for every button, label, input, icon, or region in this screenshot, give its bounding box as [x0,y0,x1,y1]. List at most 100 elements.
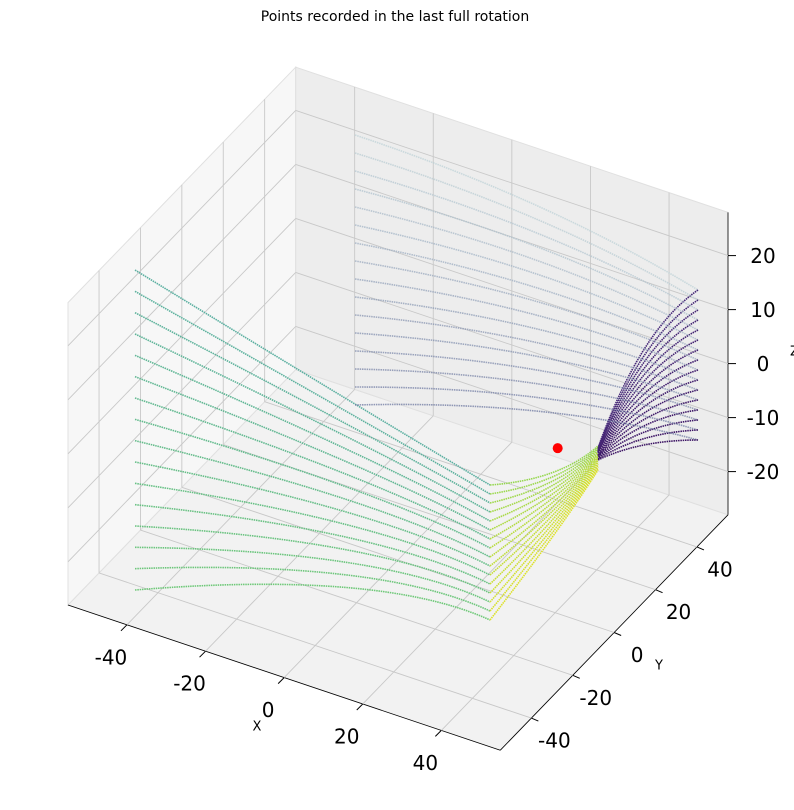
z-tick-label: -20 [747,460,780,484]
trajectory-curve [354,206,699,331]
x-tick-label: 0 [262,698,275,722]
trajectory-curve [134,375,491,531]
tick-mark [277,677,285,684]
grid-line [67,326,297,563]
trajectory-curve [354,170,699,311]
trajectory-curve [354,314,699,391]
trajectory-curve [134,461,491,567]
trajectory-curve [489,450,599,513]
trajectory-curve [489,464,599,594]
z-axis-label: Z [790,345,794,360]
y-tick-label: -20 [579,686,612,710]
trajectory-curve [134,566,491,612]
y-axis-label: Y [654,659,663,674]
trajectory-curve [354,296,699,381]
trajectory-curve [489,458,599,558]
tick-mark [655,589,663,594]
trajectory-curve [489,453,599,531]
trajectory-curve [134,546,491,603]
trajectory-curve [489,445,599,486]
trajectory-curve [354,152,699,301]
trajectory-curve [134,311,491,504]
tick-mark [199,650,206,658]
trajectory-curve [134,583,491,621]
tick-mark [356,703,364,711]
marks [552,443,563,454]
trajectory-curve [597,399,699,458]
trajectory-curve [597,339,699,453]
z-tick-label: 10 [750,298,775,322]
trajectory-curve [489,469,599,621]
trajectory-curve [597,379,699,456]
trajectory-curve [597,369,699,455]
tick-mark [434,730,442,737]
trajectory-curve [489,459,599,567]
trajectory-curve [597,439,699,461]
trajectory-curve [489,447,599,495]
trajectory-curve [134,525,491,594]
z-tick-label: 0 [757,352,770,376]
trajectory-curve [597,309,699,450]
trajectory-curve [489,461,599,576]
trajectory-curve [597,349,699,454]
x-tick-label: -40 [95,645,128,669]
y-tick-label: -40 [538,729,571,753]
grid-line [67,272,297,509]
grid-line [98,572,532,719]
curves [134,134,699,621]
trajectory-curve [354,242,699,351]
trajectory-curve [489,456,599,549]
z-tick-label: -10 [747,406,780,430]
grid [67,87,736,751]
trajectory-curve [354,350,699,411]
trajectory-curve [134,503,491,585]
trajectory-curve [597,419,699,460]
trajectory-curve [354,134,699,291]
x-axis-label: X [253,720,262,735]
grid-line [67,218,297,455]
z-tick-label: 20 [750,244,775,268]
trajectory-curve [354,332,699,401]
trajectory-curve [354,260,699,361]
tick-mark [120,624,128,632]
trajectory-curve [354,278,699,371]
grid-line [181,486,615,633]
y-tick-label: 40 [707,557,732,581]
y-tick-label: 0 [631,643,644,667]
tick-mark [531,717,539,722]
grid-line [295,325,729,473]
trajectory-curve [134,354,491,522]
trajectory-curve [489,448,599,504]
x-tick-label: 20 [334,725,359,749]
trajectory-curve [597,299,699,450]
grid-line [264,401,698,548]
trajectory-curve [489,451,599,522]
trajectory-curve [134,333,491,513]
trajectory-curve [597,319,699,451]
trajectory-curve [354,224,699,341]
x-tick-label: 40 [413,751,438,775]
tick-mark [572,674,580,679]
grid-line [295,109,729,257]
trajectory-curve [134,418,491,549]
trajectory-curve [354,188,699,321]
grid-line [140,529,573,676]
trajectory-curve [354,403,699,441]
chart-title: Points recorded in the last full rotatio… [261,9,529,25]
trajectory-curve [354,368,699,421]
trajectory-curve [134,269,491,486]
trajectory-curve [489,467,599,612]
grid-line [67,164,297,401]
trajectory-curve [597,329,699,452]
tick-mark [613,632,622,636]
trajectory-curve [597,359,699,455]
grid-line [223,444,656,591]
marker-point [552,443,563,454]
y-tick-label: 20 [666,600,691,624]
tick-mark [696,546,705,551]
trajectory-curve [134,290,491,495]
grid-line [295,271,729,419]
trajectory-curve [489,463,599,585]
